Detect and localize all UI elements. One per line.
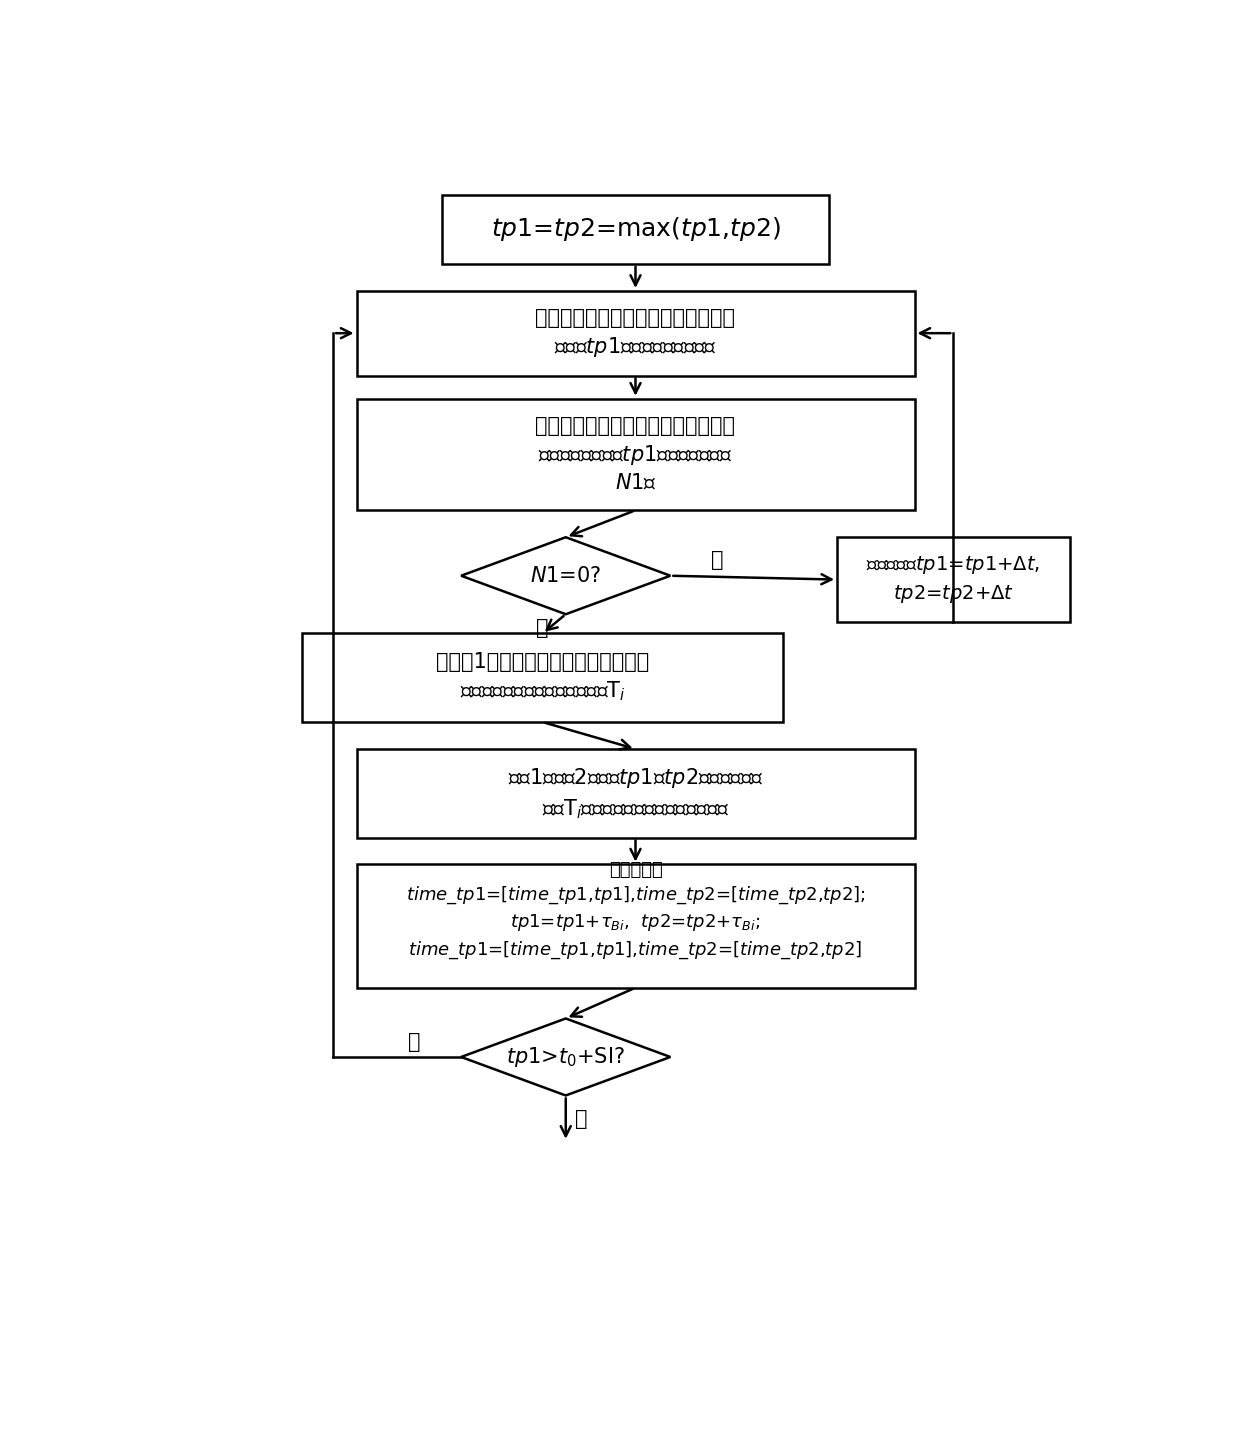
Bar <box>357 292 915 376</box>
Bar <box>357 399 915 510</box>
Text: 是: 是 <box>575 1109 588 1129</box>
Text: 更新参数：
$time\_tp1$=[$time\_tp1$,$tp1$],$time\_tp2$=[$time\_tp2$,$tp2$];
$tp1$=$tp: 更新参数： $time\_tp1$=[$time\_tp1$,$tp1$],$t… <box>405 860 866 960</box>
Text: 否: 否 <box>408 1032 420 1052</box>
Text: $N1$=0?: $N1$=0? <box>531 566 601 586</box>
Polygon shape <box>461 1019 671 1096</box>
Bar <box>837 537 1069 622</box>
Text: 是: 是 <box>711 550 723 570</box>
Bar <box>357 749 915 837</box>
Text: $tp1$=$tp2$=max($tp1$,$tp2$): $tp1$=$tp2$=max($tp1$,$tp2$) <box>491 216 780 243</box>
Bar <box>441 194 830 264</box>
Text: 更新参数：$tp1$=$tp1$+$\Delta t$,
$tp2$=$tp2$+$\Delta t$: 更新参数：$tp1$=$tp1$+$\Delta t$, $tp2$=$tp2$… <box>867 554 1040 604</box>
Text: 雷达1和雷达2分别在$tp1$和$tp2$时刻同时执行
任务T$_i$，并将该任务从请求队列中删除: 雷达1和雷达2分别在$tp1$和$tp2$时刻同时执行 任务T$_i$，并将该任… <box>507 766 764 820</box>
Text: $tp1$>$t_0$+SI?: $tp1$>$t_0$+SI? <box>506 1045 625 1069</box>
Polygon shape <box>461 537 671 614</box>
Text: 按照（1）式计算上述任务的综合优先
级并选出综合优先级最高的任务T$_i$: 按照（1）式计算上述任务的综合优先 级并选出综合优先级最高的任务T$_i$ <box>436 653 649 703</box>
Text: 考察总部任务的最晚可执行时刻，将
其小于$tp1$的任务从队列中删除: 考察总部任务的最晚可执行时刻，将 其小于$tp1$的任务从队列中删除 <box>536 307 735 359</box>
Bar <box>303 633 782 722</box>
Text: 否: 否 <box>536 619 549 639</box>
Text: 选出请求队列中剩余总部任务的最早
可执行时刻不大于$tp1$的任务，假设有
$N1$个: 选出请求队列中剩余总部任务的最早 可执行时刻不大于$tp1$的任务，假设有 $N… <box>536 416 735 493</box>
Bar <box>357 865 915 987</box>
